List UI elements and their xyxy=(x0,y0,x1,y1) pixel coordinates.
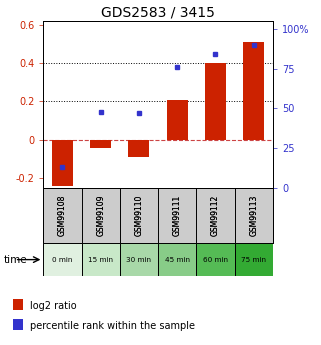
Text: GSM99110: GSM99110 xyxy=(134,195,143,236)
Bar xyxy=(128,140,150,157)
Text: 30 min: 30 min xyxy=(126,257,152,263)
FancyBboxPatch shape xyxy=(43,188,82,243)
Text: 75 min: 75 min xyxy=(241,257,266,263)
Text: GSM99111: GSM99111 xyxy=(173,195,182,236)
Text: 0 min: 0 min xyxy=(52,257,73,263)
FancyBboxPatch shape xyxy=(120,243,158,276)
Text: time: time xyxy=(3,255,27,265)
FancyBboxPatch shape xyxy=(120,188,158,243)
FancyBboxPatch shape xyxy=(235,243,273,276)
Bar xyxy=(13,299,23,310)
Text: GSM99108: GSM99108 xyxy=(58,195,67,236)
Text: GSM99113: GSM99113 xyxy=(249,195,258,236)
Text: GSM99111: GSM99111 xyxy=(173,195,182,236)
Bar xyxy=(243,42,264,140)
Text: GSM99112: GSM99112 xyxy=(211,195,220,236)
FancyBboxPatch shape xyxy=(158,188,196,243)
Text: GSM99108: GSM99108 xyxy=(58,195,67,236)
Text: GSM99112: GSM99112 xyxy=(211,195,220,236)
Text: GSM99109: GSM99109 xyxy=(96,195,105,236)
FancyBboxPatch shape xyxy=(158,243,196,276)
Text: percentile rank within the sample: percentile rank within the sample xyxy=(30,321,195,331)
Title: GDS2583 / 3415: GDS2583 / 3415 xyxy=(101,6,215,20)
Bar xyxy=(205,63,226,140)
Text: 60 min: 60 min xyxy=(203,257,228,263)
Bar xyxy=(90,140,111,148)
Text: GSM99110: GSM99110 xyxy=(134,195,143,236)
Text: 15 min: 15 min xyxy=(88,257,113,263)
Bar xyxy=(13,319,23,330)
FancyBboxPatch shape xyxy=(82,188,120,243)
Text: 45 min: 45 min xyxy=(165,257,190,263)
FancyBboxPatch shape xyxy=(82,243,120,276)
Text: GSM99113: GSM99113 xyxy=(249,195,258,236)
FancyBboxPatch shape xyxy=(196,243,235,276)
Text: GSM99109: GSM99109 xyxy=(96,195,105,236)
Bar xyxy=(167,100,188,140)
FancyBboxPatch shape xyxy=(235,188,273,243)
FancyBboxPatch shape xyxy=(196,188,235,243)
Bar xyxy=(52,140,73,186)
Text: log2 ratio: log2 ratio xyxy=(30,301,76,311)
FancyBboxPatch shape xyxy=(43,243,82,276)
